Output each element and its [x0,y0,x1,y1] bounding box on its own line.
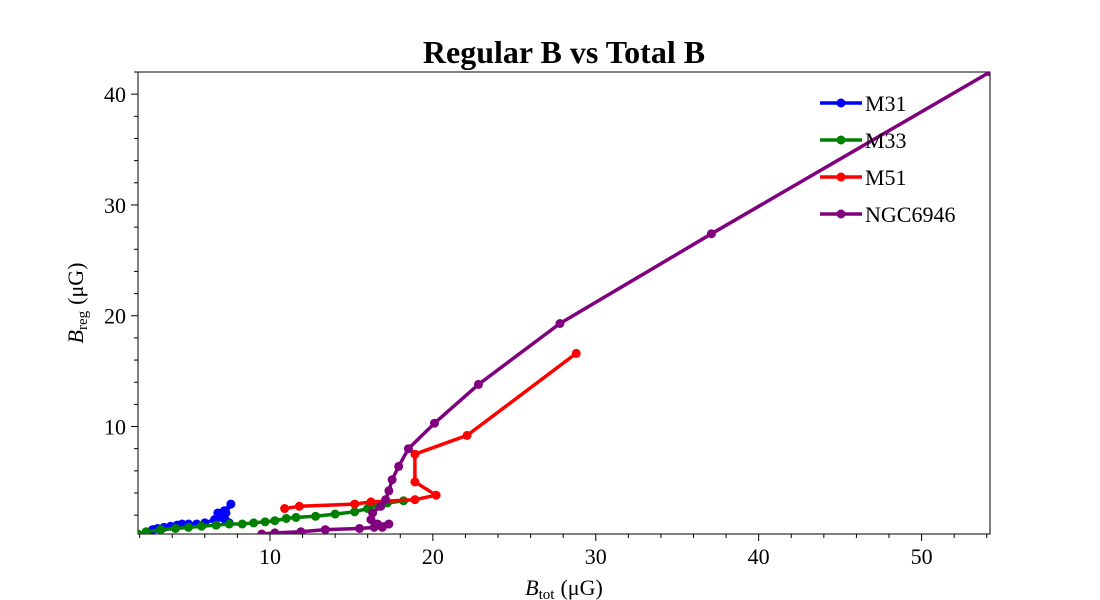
chart-title: Regular B vs Total B [423,34,705,70]
data-point-m33 [350,507,360,517]
data-point-m51 [350,499,360,509]
x-tick-label: 30 [585,544,607,569]
data-point-ngc6946 [355,523,365,533]
legend-label-m31: M31 [865,91,907,116]
data-point-m51 [410,495,420,505]
data-point-m33 [197,521,207,531]
data-point-m33 [260,517,270,527]
data-point-ngc6946 [270,528,280,534]
data-point-ngc6946 [706,229,716,239]
axis-ticks: 10 20 30 40 50 10 20 30 40 [104,71,988,569]
legend-label-ngc6946: NGC6946 [865,202,955,227]
data-point-ngc6946 [985,72,990,77]
data-point-ngc6946 [473,379,483,389]
series-layer [138,72,990,534]
data-point-m33 [184,522,194,532]
data-point-m51 [294,501,304,511]
y-axis-label: Breg(μG) [63,263,91,344]
data-point-m51 [410,477,420,487]
data-point-ngc6946 [429,418,439,428]
data-point-m51 [280,504,290,514]
data-point-m51 [410,449,420,459]
data-point-ngc6946 [394,461,404,471]
legend-marker-ngc6946 [836,209,846,219]
data-point-m51 [431,490,441,500]
legend-marker-m31 [836,98,846,108]
data-point-ngc6946 [257,529,267,534]
x-axis-label: Btot (μG) [525,575,603,600]
y-tick-label: 30 [104,193,126,218]
data-point-ngc6946 [381,495,391,505]
data-point-ngc6946 [366,515,376,525]
x-tick-label: 50 [911,544,933,569]
data-point-m33 [211,520,221,530]
data-point-m33 [330,509,340,519]
data-point-ngc6946 [377,522,387,532]
plot-area [137,71,991,535]
legend: M31 M33 M51 NGC6946 [820,91,955,227]
y-tick-label: 10 [104,415,126,440]
data-point-ngc6946 [376,501,386,511]
series-line-ngc6946 [260,72,990,534]
x-tick-label: 20 [422,544,444,569]
data-point-m33 [281,513,291,523]
data-point-m33 [141,527,151,534]
data-point-m33 [170,523,180,533]
legend-marker-m51 [836,172,846,182]
legend-label-m51: M51 [865,165,907,190]
x-tick-label: 10 [259,544,281,569]
data-point-ngc6946 [555,318,565,328]
plot-frame [137,71,991,535]
data-point-m51 [462,430,472,440]
data-point-ngc6946 [320,525,330,534]
series-m51 [280,348,581,514]
data-point-ngc6946 [384,486,394,496]
data-point-ngc6946 [387,475,397,485]
data-point-m51 [366,497,376,507]
data-point-m31 [226,499,236,509]
y-tick-label: 40 [104,82,126,107]
y-tick-label: 20 [104,304,126,329]
data-point-m33 [237,519,247,529]
data-point-m51 [571,348,581,358]
data-point-ngc6946 [403,444,413,454]
data-point-m33 [224,519,234,529]
legend-label-m33: M33 [865,128,907,153]
data-point-ngc6946 [369,522,379,532]
data-point-m33 [270,516,280,526]
data-point-m33 [291,512,301,522]
series-ngc6946 [257,72,990,534]
data-point-ngc6946 [296,527,306,534]
data-point-m33 [249,518,259,528]
data-point-m33 [311,511,321,521]
data-point-m31 [221,508,231,518]
series-line-m51 [282,351,578,511]
data-point-m33 [138,529,143,534]
data-point-m33 [156,525,166,534]
legend-marker-m33 [836,135,846,145]
x-tick-label: 40 [748,544,770,569]
